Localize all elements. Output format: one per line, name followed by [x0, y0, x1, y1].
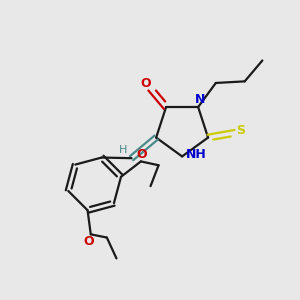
- Text: N: N: [195, 92, 205, 106]
- Text: O: O: [84, 235, 94, 248]
- Text: S: S: [236, 124, 245, 137]
- Text: O: O: [140, 77, 151, 90]
- Text: NH: NH: [186, 148, 207, 161]
- Text: O: O: [136, 148, 147, 161]
- Text: H: H: [119, 145, 128, 155]
